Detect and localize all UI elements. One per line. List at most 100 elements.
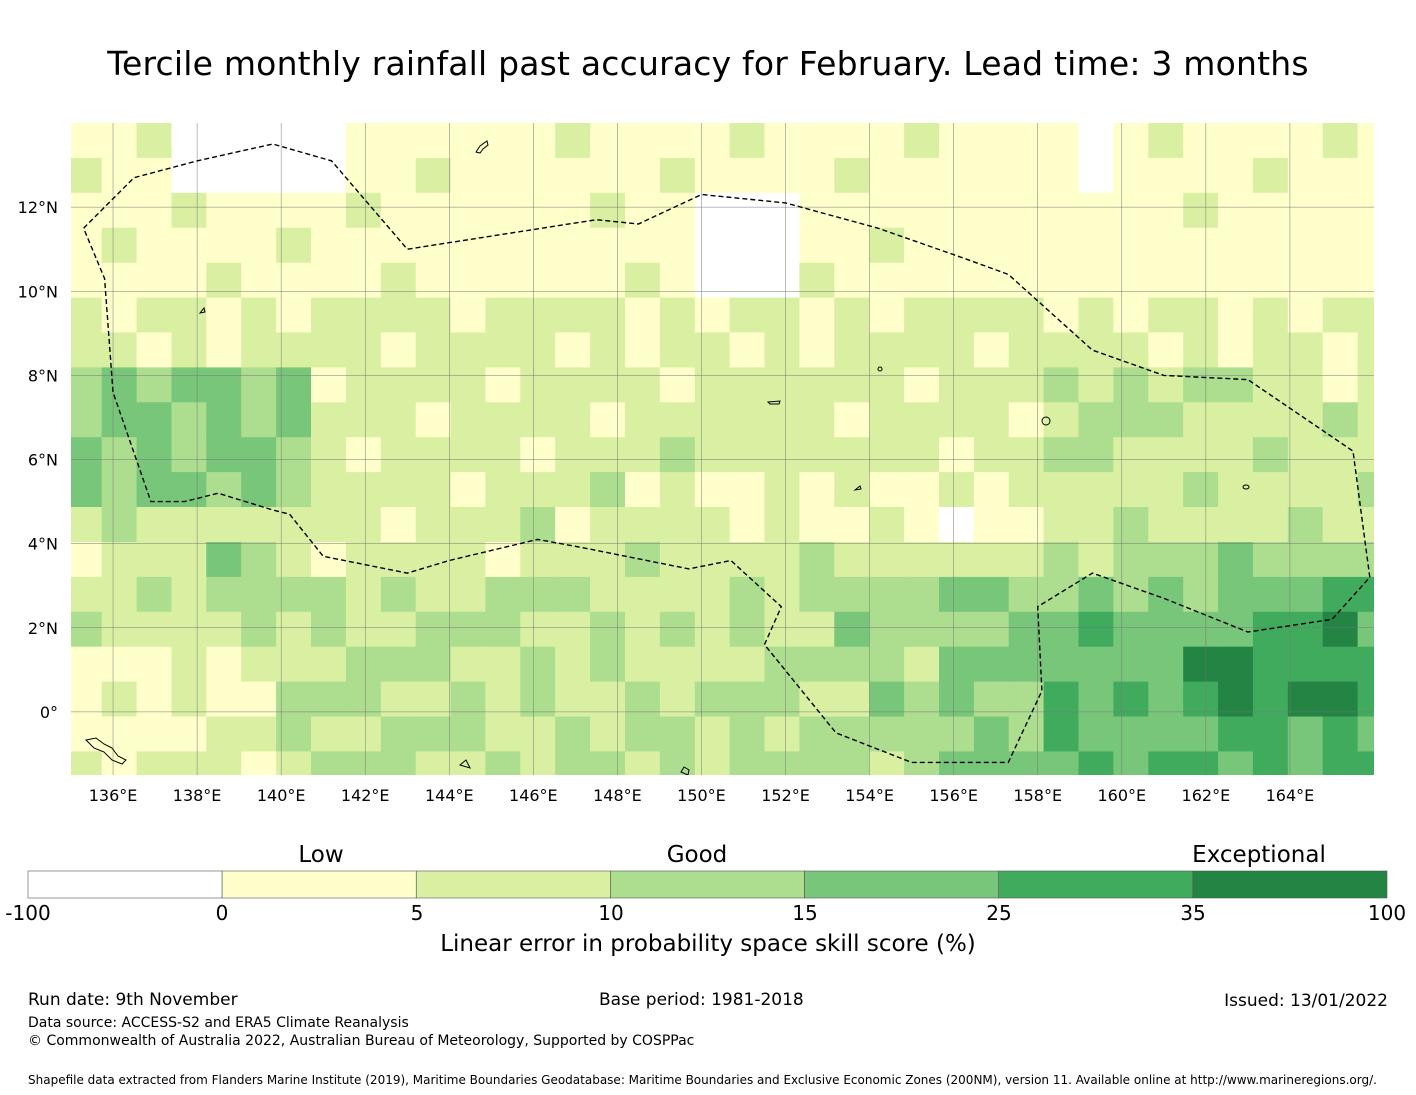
grid-cell (311, 262, 347, 299)
grid-cell (1357, 192, 1374, 229)
grid-cell (345, 576, 382, 613)
grid-cell (694, 507, 731, 543)
grid-cell (729, 472, 765, 508)
grid-cell (345, 507, 382, 543)
grid-cell (1113, 542, 1149, 578)
grid-cell (171, 437, 207, 473)
grid-cell (380, 681, 417, 717)
grid-cell (71, 157, 103, 194)
grid-cell (1218, 542, 1254, 578)
grid-cell (136, 542, 172, 578)
grid-cell (1357, 507, 1374, 543)
base-period: Base period: 1981-2018 (599, 990, 804, 1010)
grid-cell (1357, 297, 1374, 333)
grid-cell (1357, 437, 1374, 473)
grid-cell (380, 716, 417, 752)
grid-cell (1322, 716, 1359, 752)
colorbar-category-exceptional: Exceptional (1192, 842, 1326, 868)
grid-cell (799, 123, 835, 159)
colorbar-swatch (1192, 870, 1388, 899)
grid-cell (625, 192, 661, 229)
grid-cell (1218, 681, 1254, 717)
grid-cell (71, 542, 103, 578)
grid-cell (1043, 402, 1079, 438)
colorbar-tick: 100 (1367, 901, 1407, 925)
grid-cell (450, 576, 486, 613)
longitude-axis: 136°E 138°E 140°E 142°E 144°E 146°E 148°E 150°E… (89, 786, 1315, 805)
grid-cell (1113, 332, 1149, 368)
grid-cell (625, 402, 661, 438)
skill-grid (71, 123, 1374, 821)
grid-cell (415, 332, 452, 368)
grid-cell (206, 192, 242, 229)
grid-cell (869, 751, 905, 775)
grid-cell (136, 576, 172, 613)
issued-date: Issued: 13/01/2022 (1224, 991, 1388, 1011)
grid-cell (590, 646, 626, 683)
grid-cell (1008, 157, 1045, 194)
grid-cell (729, 611, 765, 648)
grid-cell (1357, 751, 1374, 775)
grid-cell (625, 507, 661, 543)
grid-cell (171, 681, 207, 717)
grid-cell (590, 123, 626, 159)
grid-cell (973, 437, 1010, 473)
grid-cell (939, 542, 975, 578)
grid-cell (590, 472, 626, 508)
grid-cell (1113, 157, 1149, 194)
latitude-tick: 8°N (28, 366, 58, 385)
grid-cell (171, 646, 207, 683)
grid-cell (136, 611, 172, 648)
grid-cell (241, 402, 277, 438)
grid-cell (625, 262, 661, 299)
grid-cell (1183, 646, 1219, 683)
grid-cell (659, 472, 696, 508)
grid-cell (869, 227, 905, 264)
grid-cell (276, 437, 312, 473)
grid-cell (101, 437, 138, 473)
grid-cell (450, 192, 486, 229)
grid-cell (345, 262, 382, 299)
grid-cell (276, 227, 312, 264)
grid-cell (834, 192, 870, 229)
grid-cell (869, 402, 905, 438)
grid-cell (206, 332, 242, 368)
longitude-tick: 164°E (1266, 786, 1315, 805)
grid-cell (625, 576, 661, 613)
grid-cell (520, 192, 556, 229)
grid-cell (834, 542, 870, 578)
grid-cell (345, 751, 382, 775)
grid-cell (1113, 227, 1149, 264)
grid-cell (1357, 681, 1374, 717)
grid-cell (1148, 192, 1184, 229)
colorbar-swatch (610, 870, 805, 899)
grid-cell (1323, 786, 1358, 821)
grid-cell (904, 402, 940, 438)
grid-cell (1357, 646, 1374, 683)
longitude-tick: 136°E (89, 786, 138, 805)
grid-cell (939, 367, 975, 403)
grid-cell (450, 157, 486, 194)
grid-cell (1287, 681, 1324, 717)
grid-cell (485, 681, 521, 717)
grid-cell (1287, 751, 1324, 775)
grid-cell (764, 611, 800, 648)
grid-cell (834, 332, 870, 368)
grid-cell (485, 123, 521, 159)
grid-cell (171, 297, 207, 333)
grid-cell (415, 646, 452, 683)
longitude-tick: 156°E (929, 786, 978, 805)
grid-cell (71, 367, 103, 403)
colorbar-swatch (415, 870, 611, 899)
grid-cell (1148, 472, 1184, 508)
grid-cell (415, 262, 452, 299)
grid-cell (1252, 123, 1289, 159)
grid-cell (1218, 507, 1254, 543)
grid-cell (71, 332, 103, 368)
grid-cell (71, 751, 103, 775)
grid-cell (625, 472, 661, 508)
grid-cell (869, 611, 905, 648)
grid-cell (71, 646, 103, 683)
grid-cell (1078, 716, 1114, 752)
grid-cell (659, 123, 696, 159)
